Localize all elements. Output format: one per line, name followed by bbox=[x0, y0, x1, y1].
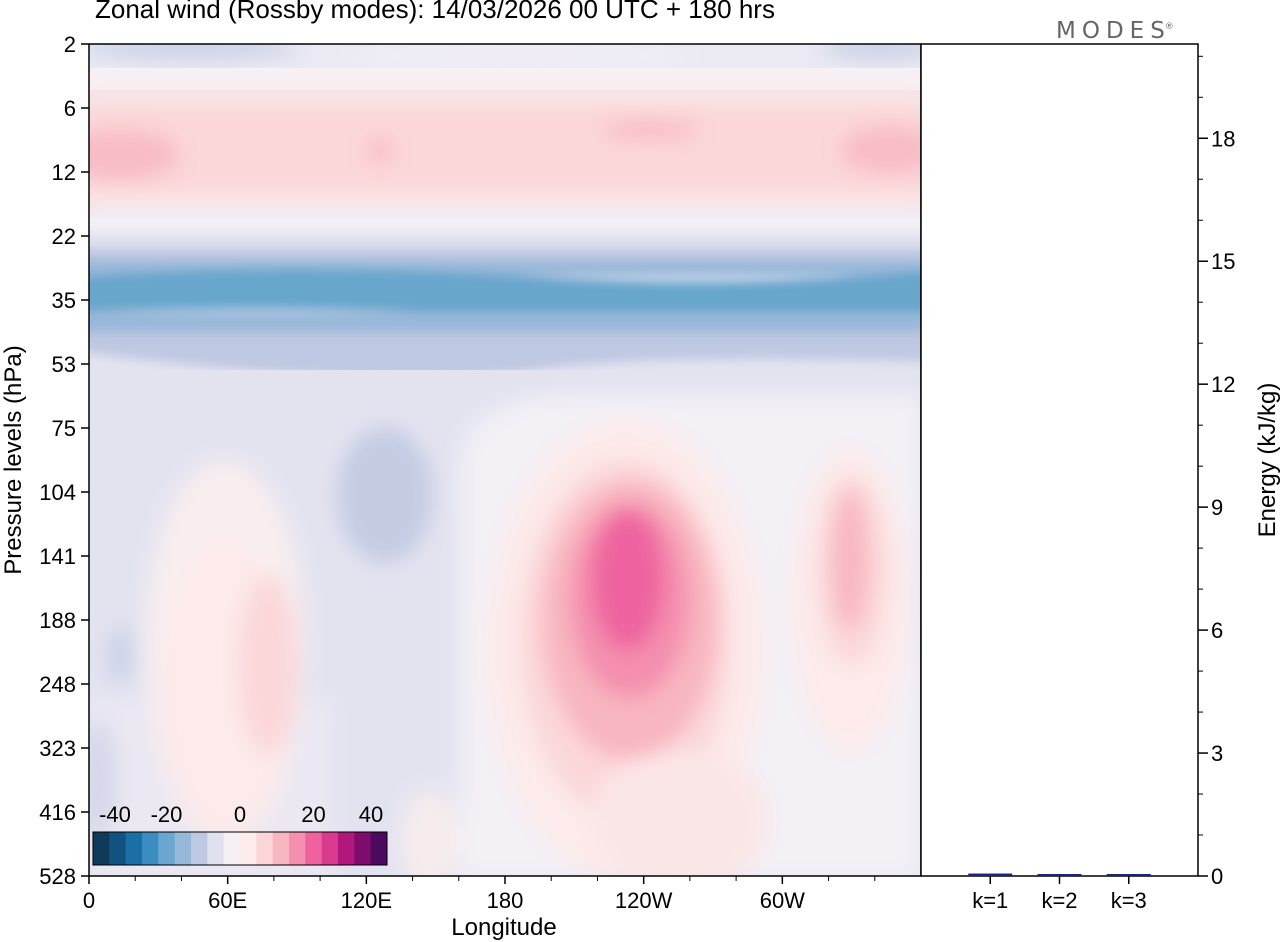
energy-bar-k=1 bbox=[968, 873, 1013, 876]
colorbar-swatch bbox=[321, 832, 339, 865]
energy-category-label: k=3 bbox=[1111, 888, 1147, 913]
longitude-tick-label: 60E bbox=[208, 888, 247, 913]
pressure-tick-label: 35 bbox=[52, 288, 76, 313]
colorbar-swatch bbox=[174, 832, 192, 865]
chart-title: Zonal wind (Rossby modes): 14/03/2026 00… bbox=[95, 0, 775, 24]
pressure-tick-label: 22 bbox=[52, 224, 76, 249]
colorbar-frame bbox=[92, 831, 388, 866]
pressure-tick-label: 416 bbox=[39, 800, 76, 825]
energy-bar-k=3 bbox=[1106, 874, 1151, 876]
colorbar-tick-label: 20 bbox=[301, 802, 325, 827]
logo-mark: ® bbox=[1164, 22, 1174, 32]
x-axis-title: Longitude bbox=[451, 914, 556, 941]
colorbar-swatch bbox=[158, 832, 176, 865]
pressure-tick-label: 2 bbox=[64, 32, 76, 57]
region-top-blobs bbox=[89, 44, 921, 64]
colorbar-swatch bbox=[142, 832, 159, 865]
zonal-wind-heatmap bbox=[89, 44, 921, 876]
energy-tick-label: 0 bbox=[1211, 864, 1223, 889]
region-westerly-band bbox=[89, 88, 921, 214]
colorbar-swatch bbox=[125, 832, 143, 865]
colorbar-tick-label: -20 bbox=[151, 802, 183, 827]
region-easterly-jet bbox=[89, 214, 921, 377]
pressure-tick-label: 323 bbox=[39, 736, 76, 761]
colorbar-tick-label: 0 bbox=[234, 802, 246, 827]
colorbar-swatch bbox=[289, 832, 306, 865]
pressure-tick-label: 12 bbox=[52, 160, 76, 185]
longitude-tick-label: 0 bbox=[83, 888, 95, 913]
colorbar-swatch bbox=[305, 832, 323, 865]
colorbar-tick-label: -40 bbox=[99, 802, 131, 827]
colorbar-swatch bbox=[272, 832, 290, 865]
longitude-axis: 0 60E 120E 180 120W 60W bbox=[83, 876, 876, 913]
energy-axis: 0 3 6 9 12 15 18 bbox=[1198, 55, 1235, 889]
energy-tick-label: 6 bbox=[1211, 618, 1223, 643]
pressure-tick-label: 248 bbox=[39, 672, 76, 697]
energy-panel-frame bbox=[920, 43, 1199, 877]
energy-tick-label: 3 bbox=[1211, 741, 1223, 766]
energy-tick-label: 9 bbox=[1211, 495, 1223, 520]
y-axis-title: Pressure levels (hPa) bbox=[0, 345, 27, 574]
pressure-tick-label: 141 bbox=[39, 544, 76, 569]
longitude-tick-label: 60W bbox=[760, 888, 805, 913]
colorbar-swatch bbox=[256, 832, 274, 865]
energy-category-label: k=1 bbox=[972, 888, 1008, 913]
longitude-tick-label: 180 bbox=[487, 888, 524, 913]
colorbar-swatch bbox=[109, 832, 127, 865]
colorbar: -40 -20 0 20 40 bbox=[92, 802, 388, 866]
longitude-tick-label: 120W bbox=[615, 888, 673, 913]
colorbar-swatch bbox=[191, 832, 208, 865]
region-tropospheric-blobs bbox=[89, 395, 921, 876]
pressure-tick-label: 53 bbox=[52, 352, 76, 377]
colorbar-swatch bbox=[207, 832, 225, 865]
colorbar-swatch bbox=[370, 832, 388, 865]
modes-logo: MODES® bbox=[1056, 18, 1180, 44]
region-neutral-band bbox=[89, 68, 921, 90]
pressure-tick-label: 6 bbox=[64, 96, 76, 121]
colorbar-swatch bbox=[338, 832, 355, 865]
colorbar-swatch bbox=[93, 832, 110, 865]
colorbar-swatch bbox=[223, 832, 241, 865]
pressure-tick-label: 104 bbox=[39, 480, 76, 505]
pressure-axis: 2 6 12 22 35 53 75 104 141 188 248 323 416 528 bbox=[39, 32, 89, 889]
colorbar-swatch bbox=[240, 832, 257, 865]
pressure-tick-label: 75 bbox=[52, 416, 76, 441]
energy-bars: k=1 k=2 k=3 bbox=[968, 873, 1151, 913]
energy-category-label: k=2 bbox=[1041, 888, 1077, 913]
longitude-tick-label: 120E bbox=[341, 888, 392, 913]
pressure-tick-label: 528 bbox=[39, 864, 76, 889]
pressure-tick-label: 188 bbox=[39, 608, 76, 633]
energy-tick-label: 12 bbox=[1211, 372, 1235, 397]
logo-text: MODES bbox=[1056, 18, 1171, 44]
energy-bar-k=2 bbox=[1037, 874, 1082, 876]
energy-tick-label: 18 bbox=[1211, 126, 1235, 151]
colorbar-swatch bbox=[354, 832, 372, 865]
colorbar-tick-label: 40 bbox=[359, 802, 383, 827]
energy-tick-label: 15 bbox=[1211, 249, 1235, 274]
energy-axis-title: Energy (kJ/kg) bbox=[1254, 383, 1280, 538]
